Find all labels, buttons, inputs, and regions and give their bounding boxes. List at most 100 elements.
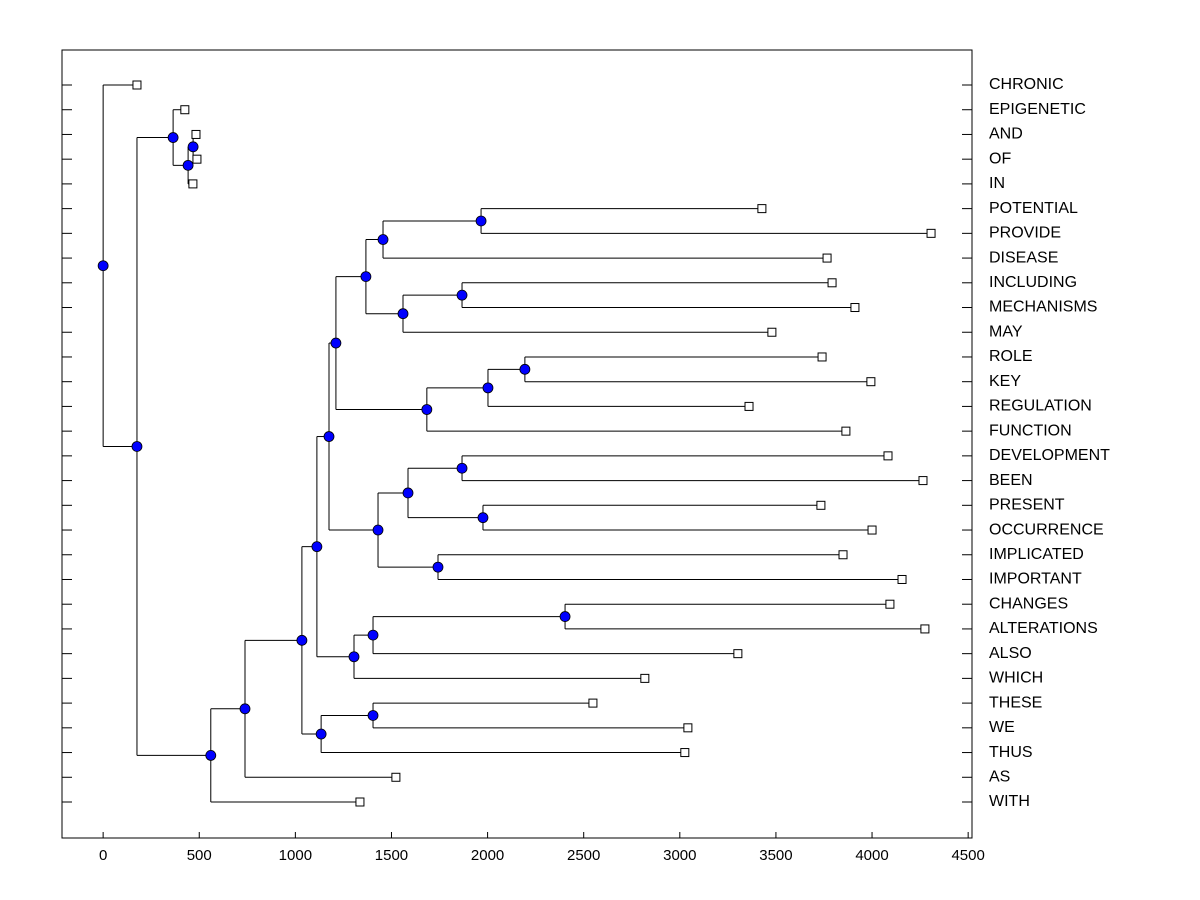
leaf — [588, 698, 598, 708]
x-tick-label: 1000 — [279, 847, 312, 864]
leaf — [767, 327, 777, 337]
node — [482, 382, 494, 394]
leaf — [192, 154, 202, 164]
leaf-label: ALSO — [989, 645, 1032, 662]
x-tick-label: 2000 — [471, 847, 504, 864]
leaf-label: IMPLICATED — [989, 546, 1084, 563]
leaf — [885, 599, 895, 609]
leaf-label: DEVELOPMENT — [989, 447, 1110, 464]
leaf — [355, 797, 365, 807]
leaf — [866, 377, 876, 387]
leaf-label: KEY — [989, 373, 1021, 390]
node — [182, 159, 194, 171]
leaf — [683, 723, 693, 733]
leaf-label: ALTERATIONS — [989, 620, 1098, 637]
leaf — [841, 426, 851, 436]
leaf — [191, 129, 201, 139]
node — [372, 524, 384, 536]
leaf-label: IMPORTANT — [989, 571, 1082, 588]
leaf-label: INCLUDING — [989, 274, 1077, 291]
leaf — [822, 253, 832, 263]
node — [311, 541, 323, 553]
leaf-label: IN — [989, 175, 1005, 192]
leaf — [850, 303, 860, 313]
leaf — [867, 525, 877, 535]
node — [397, 308, 409, 320]
leaf — [926, 228, 936, 238]
node — [456, 462, 468, 474]
node — [296, 634, 308, 646]
x-tick-label: 4500 — [951, 847, 984, 864]
leaf — [733, 649, 743, 659]
node — [205, 750, 217, 761]
node — [323, 431, 335, 442]
leaf — [188, 179, 198, 189]
leaf-label: PROVIDE — [989, 225, 1061, 242]
x-tick-label: 1500 — [375, 847, 408, 864]
leaf-label: THESE — [989, 694, 1042, 711]
node — [187, 141, 199, 153]
node — [477, 512, 489, 524]
leaf — [816, 500, 826, 510]
leaf — [918, 476, 928, 486]
x-tick-label: 0 — [99, 847, 107, 864]
leaf — [180, 105, 190, 115]
leaf-label: WITH — [989, 793, 1030, 810]
node — [432, 561, 444, 573]
leaf — [920, 624, 930, 634]
leaf-label: OCCURRENCE — [989, 521, 1104, 538]
node — [559, 611, 571, 622]
leaf — [757, 204, 767, 214]
node — [456, 289, 468, 301]
leaf — [391, 772, 401, 782]
node — [421, 404, 433, 415]
node — [167, 132, 179, 143]
node — [239, 703, 251, 715]
leaf-label: BEEN — [989, 472, 1033, 489]
x-tick-label: 3000 — [663, 847, 696, 864]
leaf-label: OF — [989, 150, 1011, 167]
leaf — [132, 80, 142, 90]
node — [475, 215, 487, 227]
node — [348, 651, 360, 663]
x-tick-label: 4000 — [855, 847, 888, 864]
leaf — [897, 574, 907, 584]
node — [131, 441, 143, 452]
leaf-label: FUNCTION — [989, 422, 1072, 439]
node — [367, 710, 379, 721]
leaf — [744, 401, 754, 411]
node — [330, 337, 342, 349]
leaf — [640, 673, 650, 683]
leaf-label: EPIGENETIC — [989, 101, 1086, 118]
x-tick-label: 2500 — [567, 847, 600, 864]
leaf-label: POTENTIAL — [989, 200, 1078, 217]
plot-frame — [61, 49, 973, 839]
node — [315, 728, 327, 740]
node — [519, 363, 531, 375]
leaf-label: WE — [989, 719, 1015, 736]
leaf-label: MAY — [989, 323, 1023, 340]
leaf-label: MECHANISMS — [989, 299, 1097, 316]
node — [360, 271, 372, 283]
node — [97, 260, 109, 272]
leaf — [827, 278, 837, 288]
leaf-label: AND — [989, 126, 1023, 143]
leaf — [817, 352, 827, 362]
leaf-label: DISEASE — [989, 249, 1058, 266]
leaf-label: AS — [989, 768, 1010, 785]
leaf-label: REGULATION — [989, 398, 1092, 415]
x-tick-label: 3500 — [759, 847, 792, 864]
leaf-label: CHRONIC — [989, 76, 1064, 93]
node — [367, 629, 379, 641]
node — [402, 487, 414, 499]
leaf-label: WHICH — [989, 670, 1043, 687]
leaf-label: THUS — [989, 744, 1033, 761]
leaf-label: CHANGES — [989, 595, 1068, 612]
leaf — [883, 451, 893, 461]
leaf-label: PRESENT — [989, 497, 1065, 514]
leaf — [680, 748, 690, 758]
node — [377, 234, 389, 245]
x-tick-label: 500 — [187, 847, 212, 864]
leaf-label: ROLE — [989, 348, 1033, 365]
